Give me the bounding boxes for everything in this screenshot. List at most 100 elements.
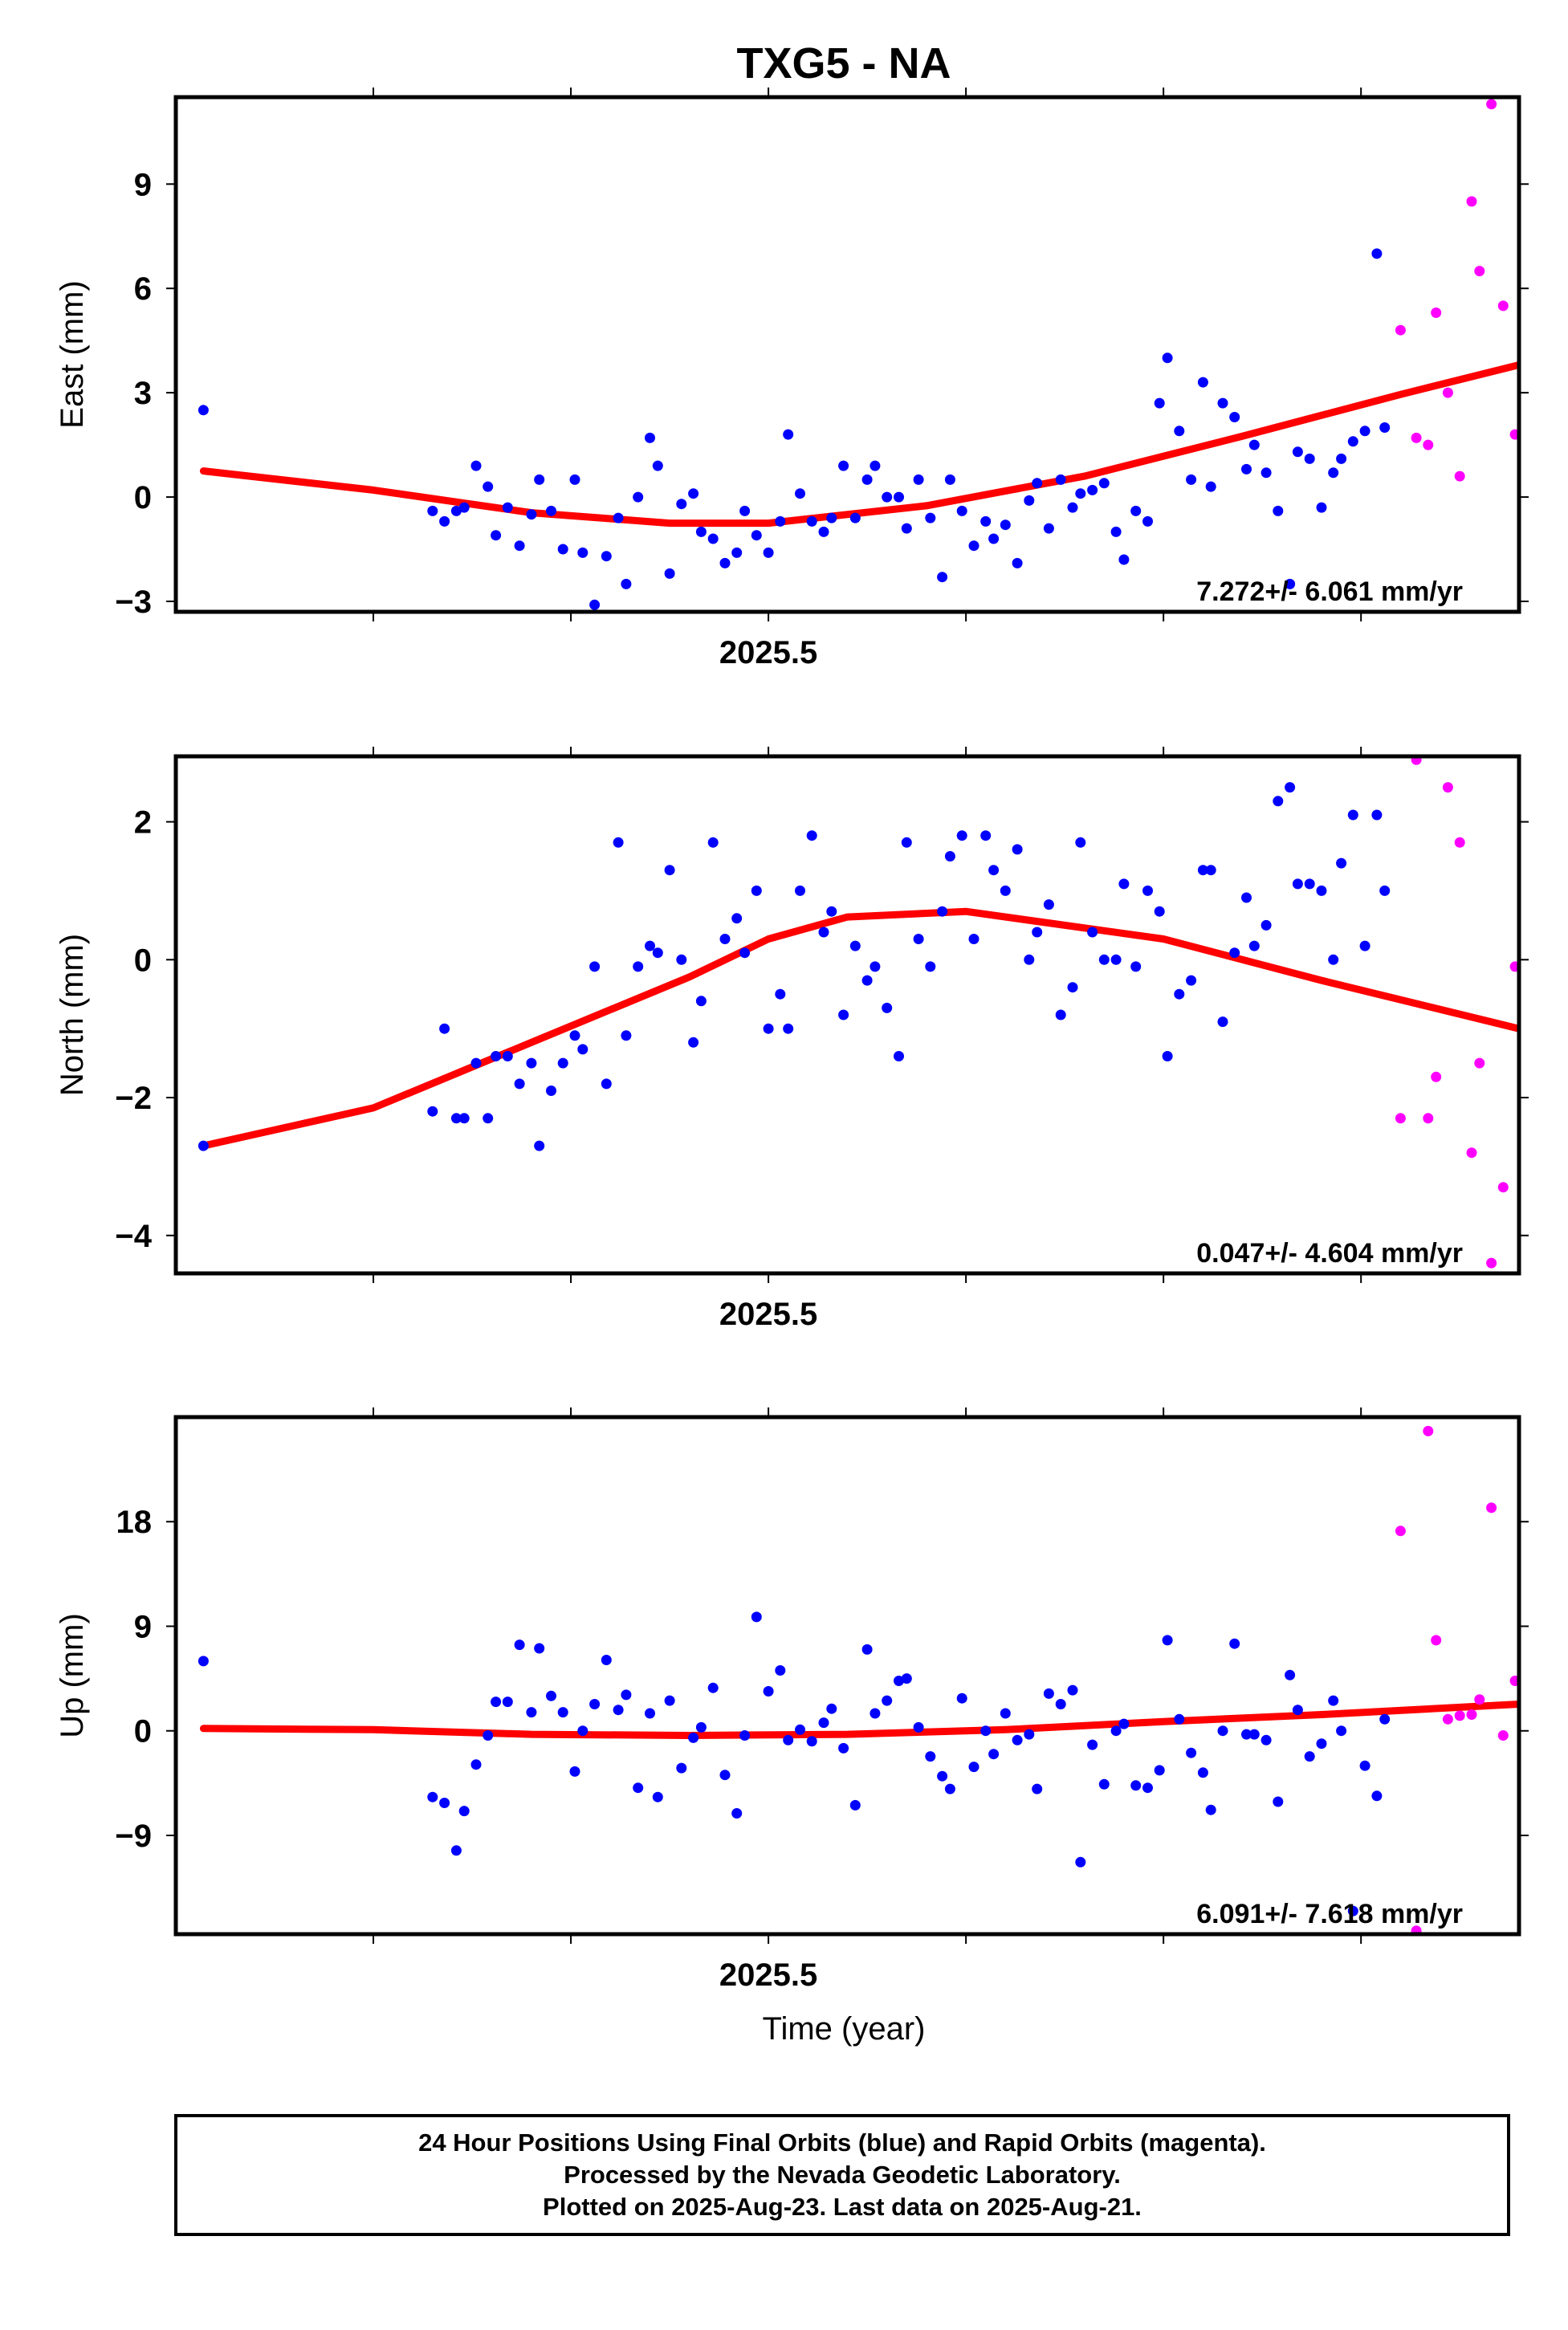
east-final-point	[1087, 484, 1098, 495]
up-final-point	[925, 1751, 936, 1762]
up-final-point	[870, 1708, 881, 1719]
up-final-point	[589, 1699, 601, 1709]
footer-info-box: 24 Hour Positions Using Final Orbits (bl…	[174, 2114, 1510, 2236]
up-final-point	[546, 1690, 556, 1701]
up-final-point	[1130, 1780, 1142, 1791]
up-final-point	[763, 1686, 774, 1697]
north-final-point	[806, 830, 817, 841]
up-final-point	[849, 1799, 861, 1811]
east-panel: 2025.5 −3 0 3 6 9 East (mm) 7.272+/- 6.061 mm/y…	[55, 88, 1529, 670]
up-final-point	[980, 1725, 992, 1737]
east-final-point	[198, 405, 209, 416]
up-final-point	[826, 1703, 837, 1714]
up-final-point	[944, 1783, 955, 1794]
east-final-point	[980, 515, 992, 527]
up-ytick-label: 9	[134, 1609, 152, 1644]
east-final-point	[1067, 502, 1078, 513]
up-final-point	[901, 1673, 912, 1684]
east-final-point	[514, 540, 525, 552]
east-final-point	[1024, 495, 1035, 506]
north-final-point	[1075, 837, 1086, 848]
up-final-point	[894, 1676, 904, 1686]
north-final-point	[956, 830, 967, 841]
up-final-point	[1043, 1688, 1054, 1699]
east-frame	[173, 95, 1521, 614]
north-final-point	[913, 934, 924, 944]
north-final-point	[633, 961, 644, 972]
north-rapid-point	[1454, 837, 1465, 848]
up-final-point	[470, 1759, 482, 1770]
north-final-point	[739, 947, 751, 959]
east-rapid-point	[1466, 196, 1477, 207]
up-final-point	[1371, 1790, 1383, 1802]
up-final-point	[1000, 1708, 1011, 1719]
east-rapid-point	[1509, 429, 1519, 440]
north-final-point	[1205, 865, 1216, 876]
up-final-point	[1304, 1751, 1315, 1762]
up-final-point	[719, 1770, 731, 1781]
up-final-point	[1359, 1760, 1370, 1771]
east-final-point	[1205, 481, 1216, 492]
east-final-point	[1055, 474, 1066, 485]
north-final-point	[1285, 782, 1296, 793]
east-final-point	[577, 547, 589, 558]
north-rapid-point	[1497, 1182, 1509, 1193]
north-final-point	[621, 1030, 632, 1041]
up-final-point	[502, 1697, 513, 1708]
east-final-point	[775, 515, 786, 527]
east-final-point	[1248, 439, 1260, 450]
east-ytick-label: 9	[134, 167, 152, 202]
north-final-point	[450, 1113, 462, 1124]
north-final-point	[569, 1030, 580, 1041]
east-final-point	[1110, 526, 1122, 537]
east-final-point	[719, 557, 731, 568]
east-final-point	[589, 599, 601, 610]
north-final-point	[664, 865, 675, 876]
east-final-point	[1379, 422, 1391, 433]
north-ytick-label: −2	[115, 1081, 152, 1116]
chart-title: TXG5 - NA	[736, 39, 951, 88]
up-final-point	[491, 1697, 502, 1708]
north-final-point	[894, 1051, 904, 1061]
east-final-point	[526, 509, 537, 520]
north-rapid-point	[1466, 1147, 1477, 1159]
east-final-point	[1174, 426, 1185, 437]
north-final-point	[483, 1113, 494, 1124]
east-final-point	[1186, 474, 1197, 485]
east-final-point	[470, 460, 482, 471]
north-final-point	[1304, 878, 1315, 890]
north-final-point	[925, 961, 936, 972]
east-final-point	[613, 512, 624, 523]
north-final-point	[1371, 809, 1383, 821]
east-ytick-label: 3	[134, 376, 152, 411]
up-final-point	[1118, 1718, 1130, 1729]
north-final-point	[795, 885, 805, 896]
east-final-point	[695, 526, 707, 537]
up-final-point	[1347, 1905, 1358, 1917]
north-final-point	[731, 913, 743, 924]
up-final-point	[1217, 1725, 1228, 1737]
up-final-point	[613, 1705, 624, 1716]
north-final-point	[838, 1009, 849, 1020]
up-rapid-point	[1431, 1635, 1442, 1646]
up-final-point	[1186, 1747, 1197, 1758]
north-final-point	[1055, 1009, 1066, 1020]
east-final-point	[676, 499, 687, 510]
east-rapid-point	[1395, 324, 1406, 336]
east-final-point	[491, 530, 502, 541]
north-ytick-label: 0	[134, 943, 152, 978]
east-final-point	[838, 460, 849, 471]
east-final-point	[534, 474, 545, 485]
east-final-point	[1098, 478, 1110, 489]
east-final-point	[795, 488, 805, 499]
up-ytick-label: 18	[116, 1505, 153, 1540]
east-final-point	[913, 474, 924, 485]
north-final-point	[491, 1051, 502, 1061]
east-final-point	[894, 491, 904, 503]
up-final-point	[937, 1770, 948, 1782]
east-final-point	[1371, 248, 1383, 259]
footer-line-2: Processed by the Nevada Geodetic Laborat…	[564, 2161, 1121, 2189]
east-final-point	[569, 474, 580, 485]
up-final-point	[838, 1742, 849, 1754]
up-panel: 2025.5 −9 0 9 18 Up (mm) 6.091+/- 7.618 mm/yr	[55, 1407, 1529, 1993]
